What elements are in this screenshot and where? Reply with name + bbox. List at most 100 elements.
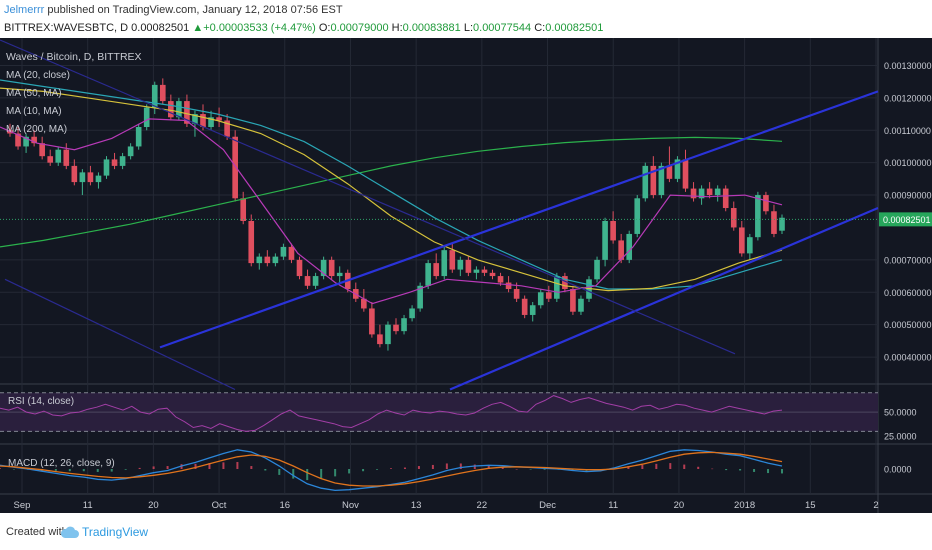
candle-bull [714, 185, 721, 202]
candle-bull [698, 185, 705, 205]
candle-body [682, 159, 689, 189]
candle-body [465, 259, 472, 273]
candle-body [634, 198, 641, 234]
candle-body [730, 208, 737, 228]
publish-info: Jelmerrr published on TradingView.com, J… [4, 4, 343, 16]
candles-group [7, 78, 785, 351]
candle-bull [256, 253, 263, 270]
candle-body [626, 233, 633, 260]
candle-bear [763, 191, 769, 215]
y-tick-label: 0.00050000 [884, 320, 932, 330]
candle-body [690, 188, 697, 199]
candle-body [224, 120, 230, 137]
candle-body [473, 269, 480, 273]
candle-body [554, 276, 560, 299]
close-value: 0.00082501 [545, 22, 604, 34]
x-tick-label: 16 [279, 500, 290, 511]
trendline-lower [449, 207, 879, 391]
candle-body [216, 117, 222, 121]
x-tick-label: 2018 [734, 500, 755, 511]
macd-hist-bar [767, 469, 770, 474]
candle-body [698, 188, 705, 199]
ma-line-1 [0, 79, 783, 290]
candle-body [296, 259, 303, 277]
candle-body [385, 324, 391, 345]
candle-body [31, 136, 37, 144]
candle-body [320, 259, 327, 277]
candle-body [489, 272, 496, 277]
indicator-label: MA (200, MA) [6, 124, 67, 135]
candle-body [763, 195, 769, 212]
candle-bear [159, 78, 166, 105]
macd-hist-bar [683, 464, 686, 469]
macd-line [0, 449, 783, 492]
candle-bear [666, 146, 673, 183]
y-tick-label: 0.00070000 [884, 255, 932, 265]
macd-hist-bar [390, 468, 392, 469]
candle-body [594, 259, 600, 280]
macd-tick-label: 0.0000 [884, 465, 912, 475]
macd-hist-bar [445, 463, 448, 469]
candle-bull [409, 305, 415, 322]
candle-body [401, 318, 407, 332]
candle-bull [674, 156, 681, 183]
candle-body [529, 305, 536, 315]
x-tick-label: 15 [805, 500, 816, 511]
candle-body [409, 308, 415, 319]
macd-hist-bar [473, 464, 476, 469]
candle-body [377, 334, 383, 345]
candle-body [650, 165, 657, 196]
candle-body [481, 269, 488, 273]
candle-body [369, 308, 375, 335]
candle-bull [594, 256, 600, 283]
candle-body [151, 84, 158, 108]
candle-bear [738, 220, 745, 257]
low-label: L: [463, 22, 474, 34]
candle-bull [119, 152, 126, 170]
candle-bull [473, 266, 480, 280]
candle-body [159, 84, 166, 102]
candle-bear [690, 182, 697, 202]
candle-bull [425, 259, 431, 290]
candle-bear [224, 114, 230, 140]
candle-body [176, 101, 182, 118]
macd-hist-bar [138, 467, 141, 469]
candle-body [280, 246, 287, 257]
candle-bear [39, 136, 45, 160]
candle-body [706, 188, 713, 196]
candle-bull [747, 233, 753, 260]
candle-bear [328, 256, 335, 280]
macd-hist-bar [208, 463, 211, 469]
author-link[interactable]: Jelmerrr [4, 4, 45, 16]
low-value: 0.00077544 [473, 22, 532, 34]
candle-body [312, 276, 319, 286]
macd-hist-bar [376, 469, 379, 470]
candle-bear [682, 149, 689, 192]
macd-histogram [0, 461, 783, 481]
created-with-text: Created with [6, 526, 68, 538]
candle-bear [361, 289, 367, 312]
candle-body [441, 250, 448, 277]
candle-bear [304, 269, 311, 290]
candle-bull [385, 321, 391, 351]
candle-bear [393, 318, 399, 335]
open-value: 0.00079000 [330, 22, 389, 34]
candle-body [714, 188, 721, 196]
candle-bear [288, 243, 295, 264]
candle-bull [755, 191, 761, 241]
price-chart[interactable]: 0.00130000 0.00120000 0.00110000 0.00100000… [0, 38, 932, 513]
last-close-value: 0.00082501 [131, 22, 190, 34]
macd-hist-bar [110, 469, 113, 472]
candle-bear [377, 324, 383, 348]
candle-body [200, 114, 206, 128]
candle-body [722, 188, 729, 209]
candle-bear [618, 233, 624, 264]
macd-hist-bar [487, 466, 490, 469]
ma-line-3 [0, 118, 783, 305]
current-price-label: 0.00082501 [883, 215, 931, 225]
macd-hist-bar [348, 469, 351, 474]
candle-body [417, 285, 423, 309]
candle-bull [441, 246, 448, 280]
tradingview-brand-link[interactable]: TradingView [82, 525, 149, 539]
candle-body [55, 149, 62, 163]
